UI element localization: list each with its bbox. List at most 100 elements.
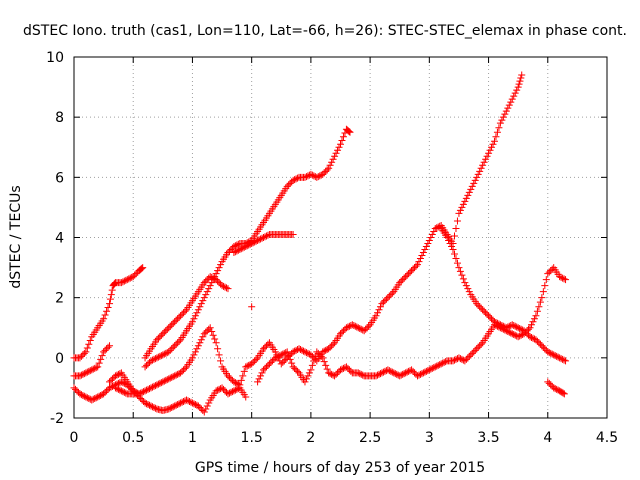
data-point (544, 348, 552, 356)
data-point (548, 265, 556, 273)
data-point (520, 327, 528, 335)
data-point (322, 361, 330, 369)
data-point (100, 348, 108, 356)
data-point (95, 359, 103, 367)
data-point (291, 364, 299, 372)
data-point (172, 316, 180, 324)
data-point (547, 381, 555, 389)
data-point (261, 364, 269, 372)
data-point (493, 319, 501, 327)
data-point (299, 347, 307, 355)
data-point (122, 276, 130, 284)
data-point (156, 333, 164, 341)
data-point (214, 277, 222, 285)
data-point (255, 236, 263, 244)
data-point (374, 371, 382, 379)
data-point (147, 357, 155, 365)
data-point (125, 275, 133, 283)
data-point (208, 328, 216, 336)
data-point (292, 346, 300, 354)
data-point (217, 385, 225, 393)
data-point (174, 370, 182, 378)
data-point (485, 149, 493, 157)
data-point (449, 246, 457, 254)
data-point (199, 333, 207, 341)
data-point (168, 345, 176, 353)
data-point (147, 384, 155, 392)
data-point (76, 390, 84, 398)
data-point (163, 325, 171, 333)
data-point (248, 303, 256, 311)
data-point (526, 333, 534, 341)
data-point (79, 351, 87, 359)
data-point (418, 370, 426, 378)
data-point (433, 362, 441, 370)
data-point (154, 380, 162, 388)
data-point (276, 352, 284, 360)
data-point (372, 312, 380, 320)
data-point (291, 176, 299, 184)
data-point (199, 297, 207, 305)
data-point (245, 241, 253, 249)
y-tick-label: 10 (46, 50, 64, 66)
data-point (562, 357, 570, 365)
data-point (378, 369, 386, 377)
data-point (230, 249, 238, 257)
data-point (178, 367, 186, 375)
data-point (308, 171, 316, 179)
data-point (464, 285, 472, 293)
data-point (559, 274, 567, 282)
data-point (97, 391, 105, 399)
data-point (76, 354, 84, 362)
data-point (153, 381, 161, 389)
data-point (474, 301, 482, 309)
data-point (483, 310, 491, 318)
data-point (476, 303, 484, 311)
data-point (77, 371, 85, 379)
data-point (382, 295, 390, 303)
data-point (101, 311, 109, 319)
data-point (249, 358, 257, 366)
data-point (203, 402, 211, 410)
data-point (329, 340, 337, 348)
data-point (144, 385, 152, 393)
data-point (562, 276, 570, 284)
data-point (277, 351, 285, 359)
data-point (137, 265, 145, 273)
data-point (242, 243, 250, 251)
data-point (545, 268, 553, 276)
data-point (234, 240, 242, 248)
data-point (345, 366, 353, 374)
data-point (514, 83, 522, 91)
data-point (279, 350, 287, 358)
data-point (508, 321, 516, 329)
chart-title: dSTEC Iono. truth (cas1, Lon=110, Lat=-6… (23, 23, 627, 39)
x-tick-label: 4 (543, 430, 552, 446)
data-point (556, 273, 564, 281)
data-point (260, 366, 268, 374)
data-point (181, 364, 189, 372)
data-point (471, 176, 479, 184)
data-point (273, 353, 281, 361)
x-tick-label: 4.5 (596, 430, 618, 446)
data-point (459, 200, 467, 208)
data-point (338, 136, 346, 144)
data-point (200, 294, 208, 302)
data-point (313, 173, 321, 181)
data-point (397, 371, 405, 379)
data-point (236, 246, 244, 254)
data-point (307, 366, 315, 374)
data-point (473, 345, 481, 353)
data-point (143, 386, 151, 394)
x-axis-label: GPS time / hours of day 253 of year 2015 (195, 460, 485, 476)
data-point (85, 340, 93, 348)
data-point (304, 172, 312, 180)
data-point (205, 399, 213, 407)
data-point (301, 173, 309, 181)
data-point (455, 209, 463, 217)
data-point (557, 355, 565, 363)
data-point (251, 357, 259, 365)
data-point (138, 396, 146, 404)
data-point (83, 368, 91, 376)
data-point (103, 387, 111, 395)
